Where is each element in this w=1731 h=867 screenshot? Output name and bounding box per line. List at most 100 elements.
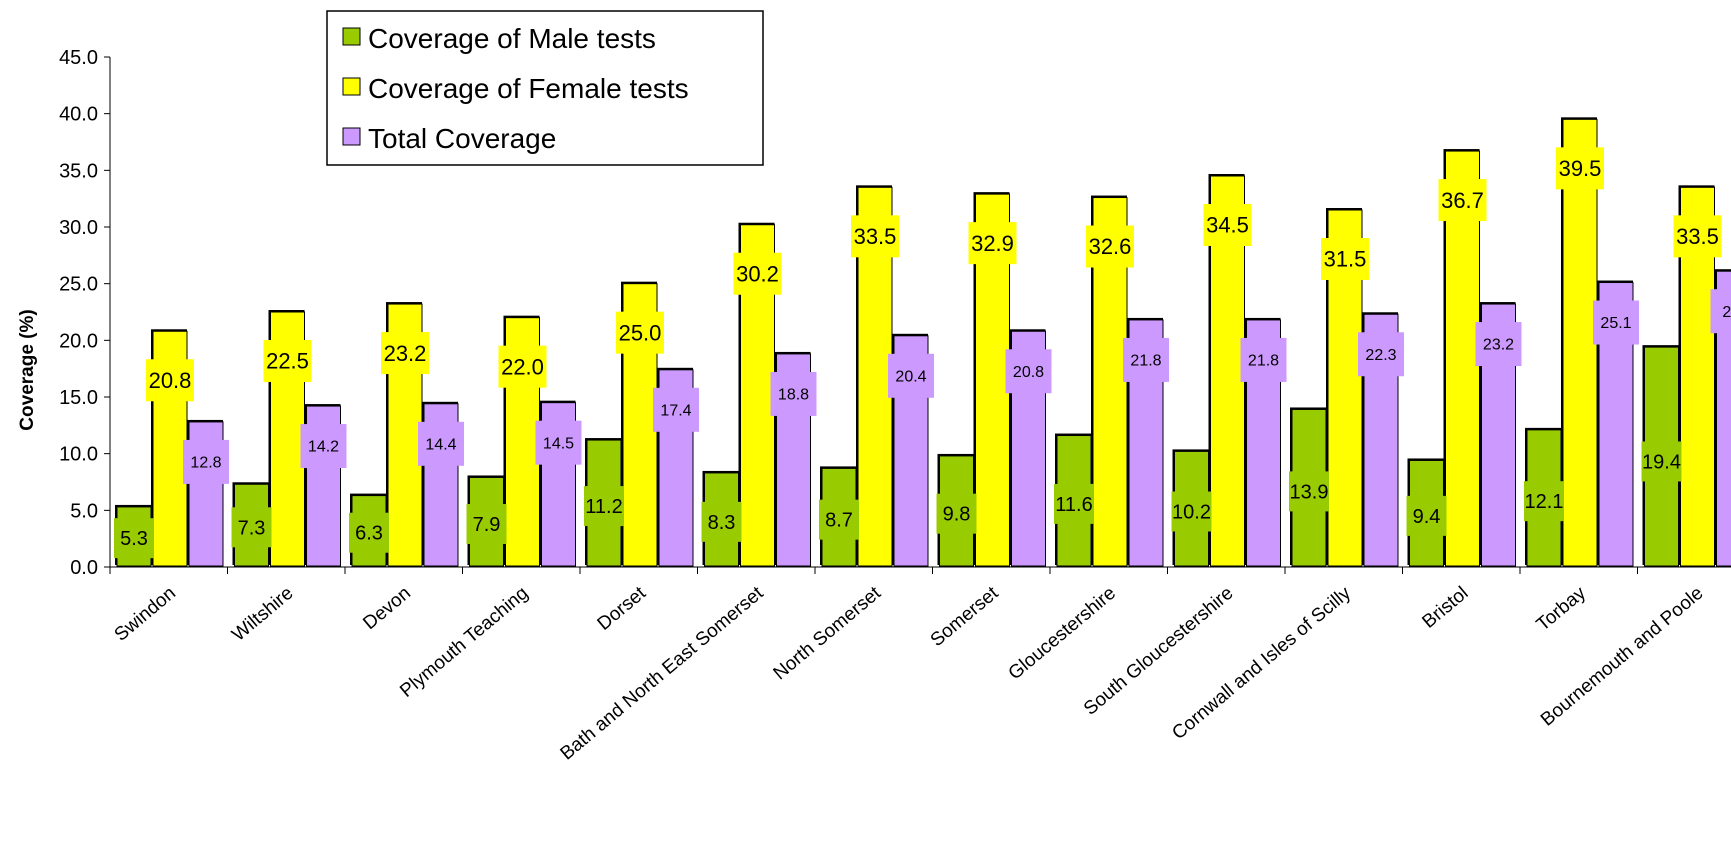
data-label-bg bbox=[1524, 481, 1564, 522]
legend-swatch bbox=[342, 27, 361, 46]
data-label: 21.8 bbox=[1248, 353, 1279, 370]
data-label: 23.2 bbox=[384, 341, 427, 366]
data-label: 5.3 bbox=[120, 528, 148, 550]
y-tick-label: 35.0 bbox=[59, 160, 98, 182]
data-label-bg bbox=[1593, 300, 1639, 345]
data-label: 32.9 bbox=[971, 231, 1014, 256]
category-label: North Somerset bbox=[770, 582, 886, 684]
legend-item: Coverage of Female tests bbox=[368, 73, 689, 104]
data-label-bg bbox=[418, 421, 464, 466]
data-label-bg bbox=[1086, 225, 1134, 268]
data-label-bg bbox=[1673, 215, 1722, 258]
category-label: Wiltshire bbox=[228, 583, 297, 646]
data-label: 9.4 bbox=[1413, 506, 1441, 528]
y-tick-label: 15.0 bbox=[59, 387, 98, 409]
data-label: 21.8 bbox=[1130, 353, 1161, 370]
data-label-bg bbox=[1289, 471, 1329, 512]
category-label: Gloucestershire bbox=[1005, 583, 1120, 685]
data-label: 36.7 bbox=[1441, 188, 1484, 213]
legend-swatch bbox=[342, 127, 361, 146]
y-tick-label: 40.0 bbox=[59, 104, 98, 126]
data-label-bg bbox=[584, 486, 624, 527]
legend-swatch bbox=[342, 77, 361, 96]
data-label-bg bbox=[381, 332, 429, 375]
data-label-bg bbox=[349, 512, 389, 553]
y-tick-label: 45.0 bbox=[59, 47, 98, 69]
data-label: 23.2 bbox=[1483, 337, 1514, 354]
data-label: 22.0 bbox=[501, 354, 544, 379]
data-label-bg bbox=[1123, 337, 1169, 382]
y-tick-label: 30.0 bbox=[59, 217, 98, 239]
data-label: 33.5 bbox=[1676, 224, 1719, 249]
category-label: Swindon bbox=[111, 583, 180, 646]
data-label-bg bbox=[1171, 491, 1212, 532]
category-label: Plymouth Teaching bbox=[396, 583, 532, 702]
data-label: 18.8 bbox=[778, 387, 809, 404]
category-label: Bristol bbox=[1419, 583, 1473, 633]
data-label: 32.6 bbox=[1089, 234, 1132, 259]
data-label: 34.5 bbox=[1206, 213, 1249, 238]
legend-item: Total Coverage bbox=[368, 123, 556, 154]
category-label: Dorset bbox=[594, 582, 651, 635]
data-label: 14.2 bbox=[308, 439, 339, 456]
data-label-bg bbox=[263, 340, 312, 382]
data-label-bg bbox=[819, 499, 859, 540]
y-tick-label: 5.0 bbox=[70, 500, 98, 522]
legend-box bbox=[326, 10, 764, 166]
data-label-bg bbox=[1406, 495, 1447, 536]
data-label: 7.3 bbox=[238, 517, 266, 539]
data-label-bg bbox=[1710, 289, 1731, 334]
data-label: 9.8 bbox=[943, 504, 971, 526]
y-tick-label: 20.0 bbox=[59, 330, 98, 352]
data-label-bg bbox=[733, 252, 782, 295]
bar bbox=[1716, 270, 1731, 567]
data-label-bg bbox=[616, 311, 664, 354]
data-label: 7.9 bbox=[473, 514, 501, 536]
data-label-bg bbox=[968, 222, 1017, 265]
plot-area: 0.0 5.0 10.0 15.0 20.0 25.0 30.0 35.0 40.0 45.0 5.… bbox=[59, 47, 1731, 764]
data-label: 14.4 bbox=[425, 436, 456, 453]
data-label-bg bbox=[1203, 204, 1252, 246]
data-label: 11.6 bbox=[1055, 494, 1092, 516]
data-label-bg bbox=[231, 507, 272, 548]
data-label-bg bbox=[1240, 337, 1287, 382]
data-label: 33.5 bbox=[854, 224, 897, 249]
data-label: 22.5 bbox=[266, 349, 309, 374]
data-label-bg bbox=[1438, 179, 1487, 222]
y-tick-label: 10.0 bbox=[59, 444, 98, 466]
data-label: 11.2 bbox=[585, 496, 622, 518]
data-label-bg bbox=[466, 504, 507, 545]
data-label-bg bbox=[653, 387, 699, 432]
category-label: Bath and North East Somerset bbox=[557, 582, 768, 764]
data-label: 10.2 bbox=[1172, 502, 1211, 524]
y-tick-label: 25.0 bbox=[59, 274, 98, 296]
category-label: Somerset bbox=[927, 582, 1003, 651]
data-label: 20.8 bbox=[1013, 364, 1044, 381]
data-label-bg bbox=[1358, 332, 1404, 377]
y-axis-title: Coverage (%) bbox=[17, 309, 38, 430]
data-label-bg bbox=[183, 439, 229, 484]
data-label-bg bbox=[114, 518, 154, 559]
data-label-bg bbox=[1321, 238, 1369, 280]
data-label: 20.8 bbox=[149, 368, 192, 393]
data-label: 17.4 bbox=[660, 402, 691, 419]
data-label-bg bbox=[851, 215, 899, 258]
data-label-bg bbox=[1054, 483, 1094, 524]
data-label: 6.3 bbox=[355, 523, 383, 545]
data-label-bg bbox=[888, 353, 934, 398]
legend: Coverage of Male tests Coverage of Female… bbox=[326, 10, 764, 166]
data-label: 25.1 bbox=[1600, 315, 1631, 332]
data-label-bg bbox=[1556, 147, 1604, 190]
data-label-bg bbox=[936, 493, 977, 534]
data-label: 8.3 bbox=[708, 512, 736, 534]
data-label: 39.5 bbox=[1559, 156, 1602, 181]
data-label: 26. bbox=[1722, 304, 1731, 321]
data-label: 12.1 bbox=[1525, 491, 1564, 513]
data-label: 20.4 bbox=[895, 368, 926, 385]
data-label: 14.5 bbox=[543, 435, 574, 452]
data-label: 30.2 bbox=[736, 261, 779, 286]
data-label: 19.4 bbox=[1642, 451, 1681, 473]
data-label: 22.3 bbox=[1365, 347, 1396, 364]
data-label: 13.9 bbox=[1290, 481, 1329, 503]
data-label: 25.0 bbox=[619, 320, 662, 345]
